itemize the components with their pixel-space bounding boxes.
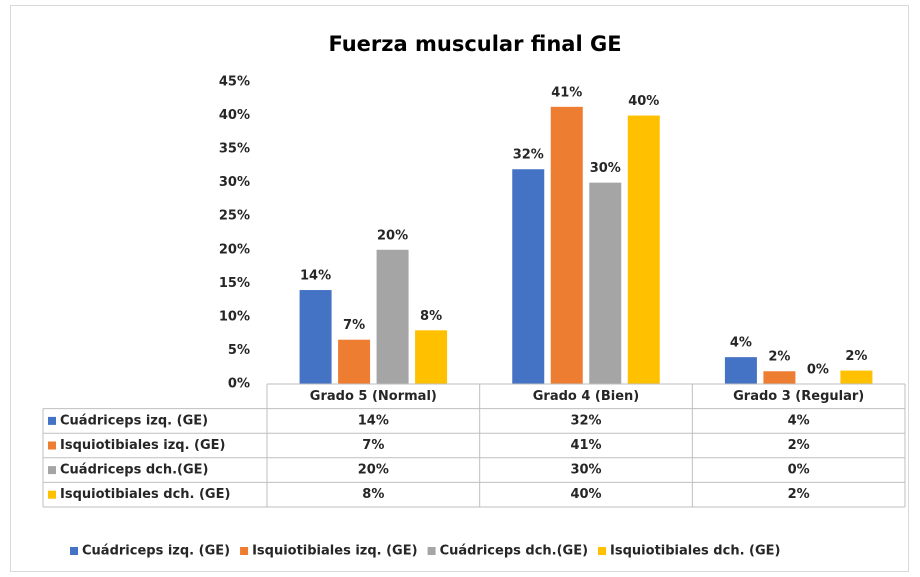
data-label: 2% [768, 350, 790, 365]
legend-label: Isquiotibiales dch. (GE) [610, 544, 780, 559]
legend-key [240, 547, 249, 555]
table-cell: 8% [362, 487, 384, 502]
table-cell: 41% [570, 438, 601, 453]
bar [589, 182, 622, 384]
bar [512, 169, 545, 384]
data-label: 14% [300, 269, 331, 284]
y-tick-label: 30% [219, 175, 250, 190]
data-label: 8% [420, 309, 442, 324]
bar [415, 330, 448, 384]
chart-title: Fuerza muscular final GE [328, 32, 621, 56]
y-tick-label: 45% [219, 75, 250, 90]
bar [338, 339, 371, 384]
legend-key [48, 441, 56, 450]
y-tick-label: 25% [219, 209, 250, 224]
bar [376, 249, 409, 384]
legend-key [427, 547, 436, 555]
x-tick-label: Grado 5 (Normal) [310, 389, 437, 404]
legend-label: Cuádriceps dch.(GE) [440, 544, 588, 559]
y-tick-label: 5% [228, 343, 250, 358]
bar [627, 115, 660, 385]
table-cell: 14% [358, 413, 389, 428]
data-label: 20% [377, 228, 408, 243]
chart-border [10, 5, 909, 572]
x-tick-label: Grado 4 (Bien) [533, 389, 640, 404]
y-tick-label: 10% [219, 309, 250, 324]
data-label: 32% [513, 148, 544, 163]
data-label: 7% [343, 318, 365, 333]
data-label: 4% [730, 336, 752, 351]
bar [763, 371, 796, 384]
data-label: 2% [845, 349, 867, 364]
table-cell: 2% [788, 438, 810, 453]
legend-key [48, 466, 56, 475]
legend-key [70, 547, 78, 555]
data-label: 0% [807, 363, 829, 378]
table-cell: 30% [570, 463, 601, 478]
table-cell: 0% [788, 463, 810, 478]
legend-label: Cuádriceps izq. (GE) [82, 544, 230, 559]
table-row-label: Cuádriceps izq. (GE) [60, 413, 208, 428]
bar [299, 290, 332, 384]
table-cell: 4% [788, 413, 810, 428]
legend-label: Isquiotibiales izq. (GE) [252, 544, 418, 559]
data-label: 41% [551, 85, 582, 100]
table-cell: 32% [570, 413, 601, 428]
table-row-label: Isquiotibiales izq. (GE) [60, 438, 226, 453]
legend-key [48, 416, 56, 425]
y-tick-label: 15% [219, 276, 250, 291]
table-cell: 20% [358, 463, 389, 478]
legend-key [598, 547, 607, 555]
table-cell: 40% [570, 487, 601, 502]
bar [840, 370, 873, 384]
bar [724, 357, 757, 384]
table-row-label: Cuádriceps dch.(GE) [60, 463, 208, 478]
y-tick-label: 40% [219, 108, 250, 123]
bar [550, 106, 583, 384]
x-tick-label: Grado 3 (Regular) [733, 389, 864, 404]
y-tick-label: 0% [228, 377, 250, 392]
data-label: 30% [590, 161, 621, 176]
table-row-label: Isquiotibiales dch. (GE) [60, 487, 230, 502]
data-label: 40% [628, 94, 659, 109]
y-tick-label: 20% [219, 242, 250, 257]
table-cell: 2% [788, 487, 810, 502]
table-cell: 7% [362, 438, 384, 453]
y-tick-label: 35% [219, 142, 250, 157]
legend-key [48, 490, 56, 499]
